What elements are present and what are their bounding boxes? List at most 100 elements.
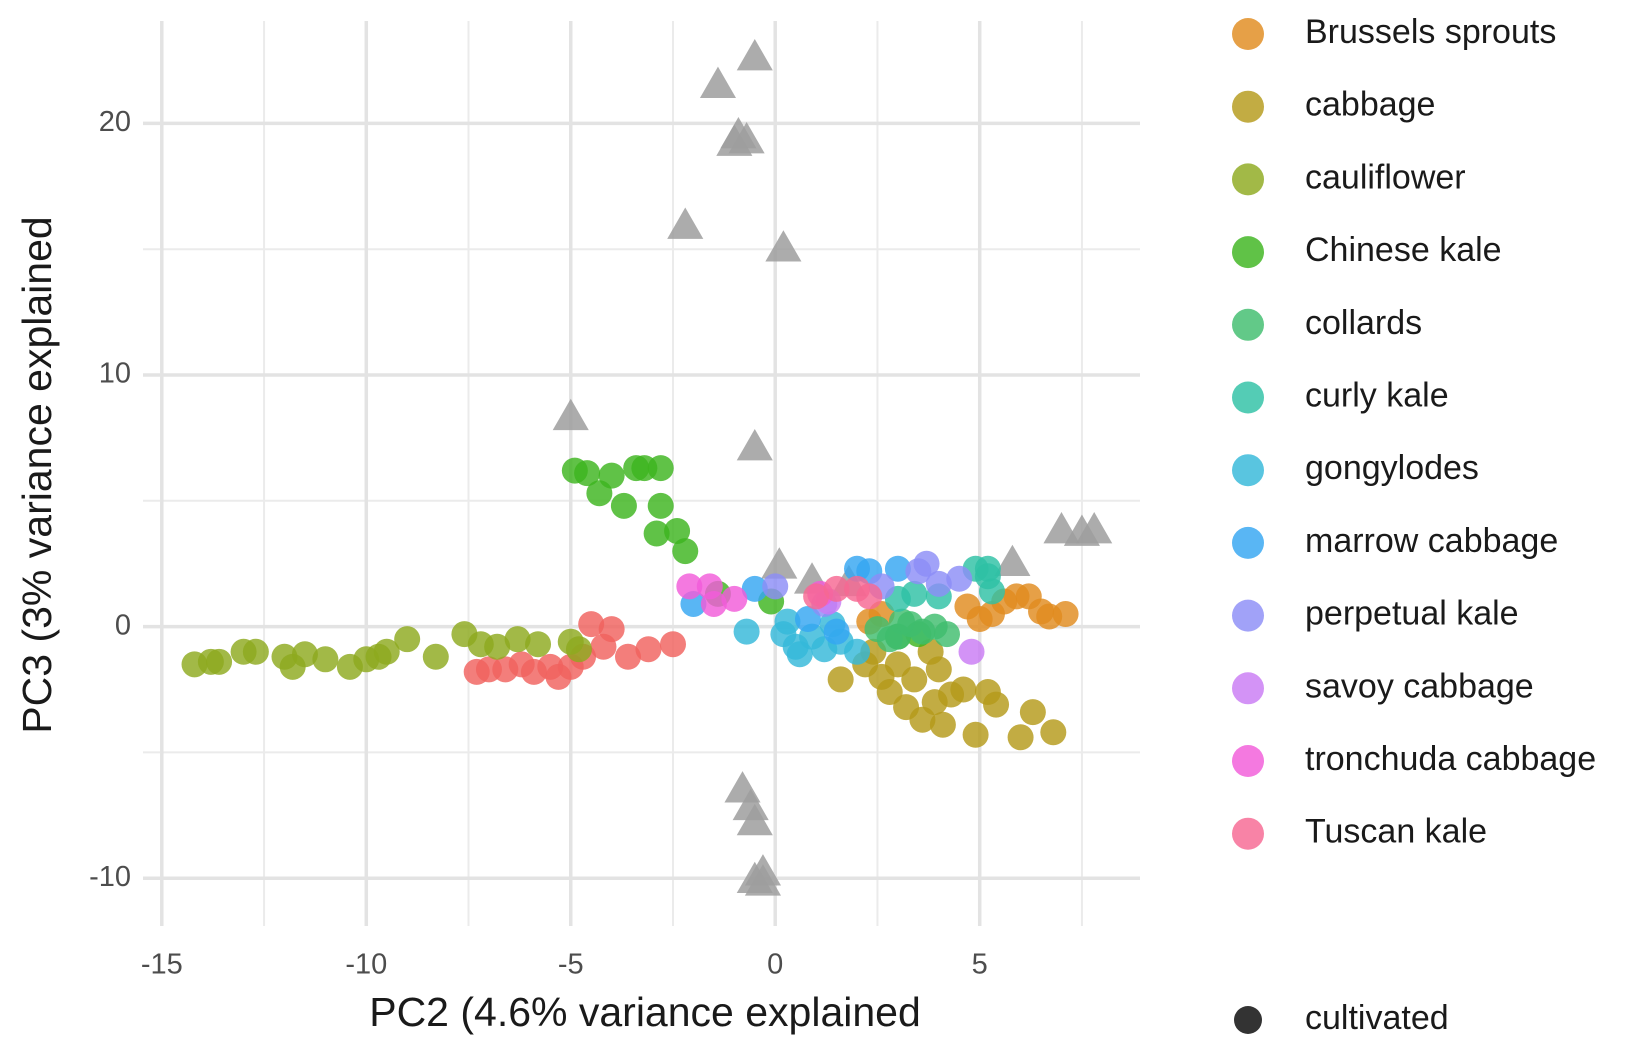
- legend-label: tronchuda cabbage: [1305, 740, 1596, 778]
- point: [901, 580, 928, 607]
- point: [946, 565, 973, 592]
- legend-label: Brussels sprouts: [1305, 13, 1556, 51]
- point: [732, 788, 769, 821]
- point: [974, 563, 1001, 590]
- legend-label: marrow cabbage: [1305, 522, 1558, 560]
- y-tick-label: 20: [99, 106, 131, 138]
- point: [312, 646, 339, 673]
- legend-swatch: [1232, 18, 1264, 50]
- point: [659, 631, 686, 658]
- point: [664, 517, 691, 544]
- point: [615, 643, 642, 670]
- point: [741, 575, 768, 602]
- point: [721, 585, 748, 612]
- point: [736, 803, 773, 836]
- point: [565, 636, 592, 663]
- y-tick-label: 0: [115, 609, 131, 641]
- point: [762, 573, 789, 600]
- point: [699, 66, 737, 99]
- legend-swatch: [1232, 236, 1264, 269]
- legend-label: curly kale: [1305, 376, 1449, 414]
- point: [950, 676, 977, 703]
- point: [525, 631, 552, 658]
- point: [1040, 719, 1067, 746]
- point: [373, 638, 400, 665]
- series: [181, 621, 592, 680]
- point: [913, 550, 940, 577]
- x-tick-label: 5: [972, 949, 988, 981]
- point: [610, 492, 637, 519]
- point: [823, 618, 850, 645]
- point: [672, 538, 699, 565]
- point: [1007, 724, 1034, 751]
- point: [803, 583, 830, 610]
- x-tick-label: -10: [345, 949, 387, 981]
- point: [736, 38, 773, 71]
- point: [884, 555, 911, 582]
- legend-label: savoy cabbage: [1305, 667, 1534, 705]
- point: [291, 641, 318, 668]
- point: [552, 398, 589, 431]
- x-tick-label: -5: [558, 949, 584, 981]
- point: [958, 638, 985, 665]
- point: [206, 648, 233, 675]
- point: [929, 711, 956, 738]
- y-axis-title: PC3 (3% variance explained: [14, 216, 60, 733]
- point: [733, 618, 760, 645]
- legend-label: cauliflower: [1305, 158, 1466, 196]
- point: [823, 575, 850, 602]
- grid: [143, 21, 1140, 926]
- point: [925, 570, 952, 597]
- shape-legend-label: cultivated: [1305, 999, 1449, 1037]
- point: [1076, 511, 1113, 544]
- point: [667, 207, 704, 239]
- legend-swatch: [1232, 163, 1264, 196]
- point: [761, 547, 798, 579]
- point: [876, 679, 903, 706]
- x-tick-label: 0: [767, 949, 783, 981]
- series: [463, 611, 686, 690]
- x-axis-title: PC2 (4.6% variance explained: [369, 989, 921, 1035]
- legend-swatch: [1232, 381, 1264, 414]
- point: [844, 638, 871, 665]
- point: [422, 643, 449, 670]
- point: [827, 666, 854, 693]
- point: [925, 656, 952, 683]
- legend-swatch: [1232, 599, 1264, 632]
- point: [598, 616, 625, 643]
- point: [598, 462, 625, 489]
- series: [864, 608, 960, 653]
- point: [876, 626, 903, 653]
- y-tick-label: 10: [99, 358, 131, 390]
- point: [856, 583, 883, 610]
- point: [643, 520, 670, 547]
- point: [736, 861, 773, 894]
- point: [884, 651, 911, 678]
- point: [1019, 699, 1046, 726]
- point: [901, 666, 928, 693]
- point: [794, 606, 821, 633]
- point: [962, 721, 989, 748]
- point: [933, 621, 960, 648]
- point: [765, 230, 802, 262]
- series: [762, 550, 973, 617]
- legend-label: Tuscan kale: [1305, 813, 1487, 851]
- point: [774, 608, 801, 635]
- legend-label: collards: [1305, 304, 1422, 342]
- legend-swatch: [1232, 672, 1264, 705]
- legend-swatch: [1232, 526, 1264, 559]
- point: [676, 573, 703, 600]
- legend-swatch: [1232, 308, 1264, 341]
- x-tick-label: -15: [141, 949, 183, 981]
- point: [647, 492, 674, 519]
- point: [983, 691, 1010, 718]
- point: [647, 455, 674, 482]
- legend-swatch: [1232, 817, 1264, 850]
- series: [803, 575, 883, 610]
- legend-swatch: [1232, 454, 1264, 487]
- y-tick-label: -10: [89, 861, 131, 893]
- point: [242, 638, 269, 665]
- point: [1052, 601, 1079, 628]
- point: [394, 626, 421, 653]
- legend-swatch: [1232, 745, 1264, 777]
